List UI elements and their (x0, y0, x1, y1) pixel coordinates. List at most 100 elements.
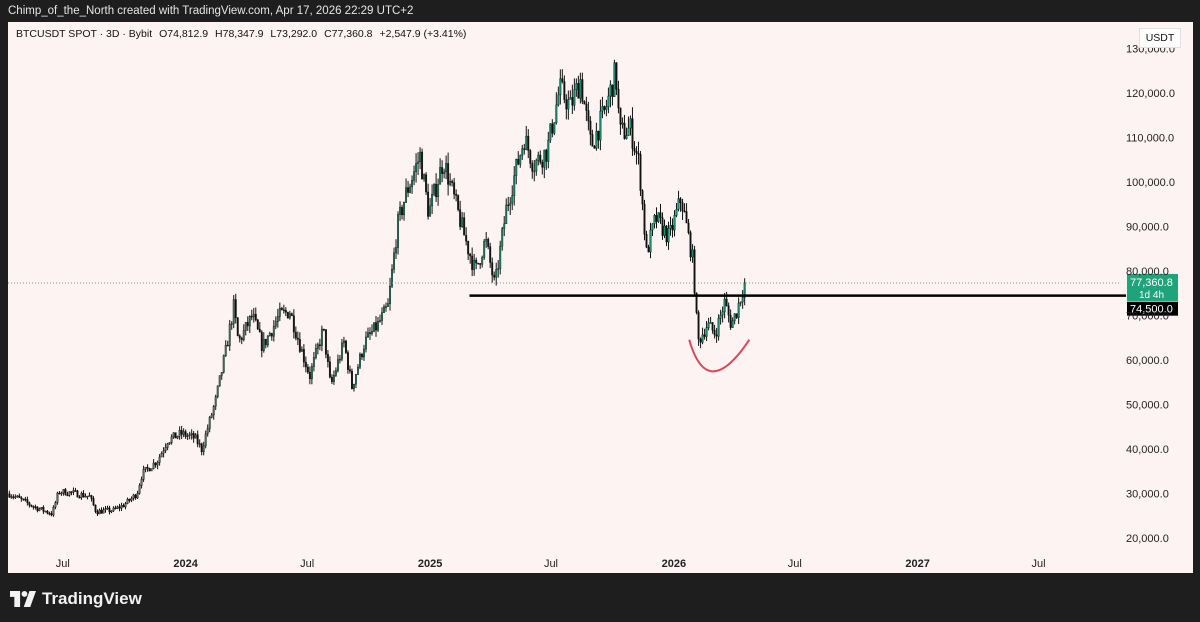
candle-body (242, 330, 245, 340)
candle-body (288, 313, 291, 319)
candle-body (399, 207, 401, 215)
candle-body (228, 324, 231, 346)
candle-body (521, 148, 524, 156)
chart-panel[interactable]: 77,360.8 1d 4h 74,500.0 20,000.0 30,000.0 40… (8, 22, 1193, 573)
candle-body (230, 323, 233, 325)
y-tick-label: 120,000.0 (1126, 88, 1175, 100)
candle-body (40, 507, 43, 509)
candle-body (272, 325, 275, 337)
legend-open: O74,812.9 (159, 28, 209, 40)
candle-body (66, 494, 69, 497)
candle-body (363, 348, 365, 358)
attribution-header: Chimp_of_the_North created with TradingV… (8, 5, 414, 17)
legend-low: L73,292.0 (270, 28, 318, 40)
candle-body (509, 202, 512, 206)
candle-body (449, 181, 452, 185)
price-countdown-label: 1d 4h (1139, 290, 1164, 301)
candle-body (138, 485, 141, 494)
candle-body (475, 259, 478, 264)
candle-body (463, 217, 466, 236)
candle-body (567, 99, 570, 110)
candle-body (653, 215, 656, 225)
candle-body (497, 268, 500, 270)
candle-body (26, 499, 29, 503)
candle-body (316, 344, 319, 349)
candle-body (268, 333, 271, 337)
last-price-tag (1127, 273, 1178, 301)
candle-body (743, 282, 746, 298)
y-tick-label: 40,000.0 (1126, 444, 1169, 456)
candle-body (507, 204, 510, 207)
candle-body (695, 292, 698, 313)
candle-body (164, 447, 167, 451)
candle-body (146, 466, 149, 469)
candle-body (48, 512, 51, 515)
candle-body (739, 301, 742, 304)
candle-body (178, 430, 181, 437)
candle-body (188, 434, 191, 437)
candle-body (381, 312, 383, 321)
legend-close: C77,360.8 (324, 28, 373, 40)
candle-body (58, 492, 61, 495)
candle-body (465, 235, 468, 242)
price-chart[interactable]: 77,360.81d 4h 74,500.0 20,000.0 30,000.0 40… (8, 22, 1193, 573)
candle-body (519, 155, 522, 165)
candle-body (647, 246, 650, 253)
y-tick-label: 70,000.0 (1126, 311, 1169, 323)
candle-body (154, 462, 157, 466)
candle-body (296, 337, 299, 340)
tradingview-brand[interactable]: TradingView (10, 588, 142, 610)
candle-body (403, 201, 405, 216)
candle-body (445, 163, 448, 173)
candle-body (537, 154, 540, 161)
candle-body (551, 123, 554, 134)
candle-body (443, 171, 446, 174)
candle-body (673, 215, 676, 231)
candle-body (669, 225, 672, 229)
candle-body (322, 328, 325, 331)
candle-body (635, 150, 638, 154)
candle-body (186, 435, 189, 437)
candle-body (353, 383, 355, 389)
candle-body (411, 180, 414, 188)
candle-body (198, 443, 201, 445)
candle-body (593, 146, 596, 149)
candle-body (134, 494, 137, 499)
candle-body (415, 163, 418, 172)
candle-body (294, 331, 297, 339)
currency-selector[interactable]: USDT (1139, 28, 1181, 48)
candle-body (78, 496, 81, 499)
candle-body (338, 358, 341, 361)
candle-body (202, 445, 205, 453)
legend-symbol: BTCUSDT SPOT · 3D · Bybit (16, 28, 153, 40)
candle-body (262, 338, 265, 351)
candle-body (182, 431, 185, 435)
candle-body (156, 462, 159, 466)
candle-body (671, 225, 674, 231)
candle-body (437, 184, 440, 198)
candle-body (200, 443, 203, 453)
candle-body (601, 106, 604, 112)
candle-body (441, 167, 444, 174)
candle-body (479, 263, 482, 265)
candle-body (721, 311, 724, 316)
candle-body (326, 354, 329, 362)
candle-body (44, 510, 47, 513)
candle-body (377, 321, 379, 331)
candle-body (336, 359, 339, 371)
candle-body (469, 253, 472, 257)
candle-body (104, 508, 107, 511)
candle-body (332, 375, 335, 382)
candle-body (208, 417, 211, 429)
chart-legend: BTCUSDT SPOT · 3D · Bybit O74,812.9 H78,… (16, 28, 470, 40)
candle-body (459, 209, 462, 227)
candle-body (90, 495, 93, 499)
candle-body (106, 507, 109, 510)
candle-body (637, 152, 640, 155)
candle-body (689, 232, 692, 258)
candle-body (280, 308, 283, 311)
candle-body (248, 315, 251, 327)
candle-body (128, 498, 131, 501)
candle-body (501, 228, 504, 247)
candle-body (385, 306, 387, 308)
